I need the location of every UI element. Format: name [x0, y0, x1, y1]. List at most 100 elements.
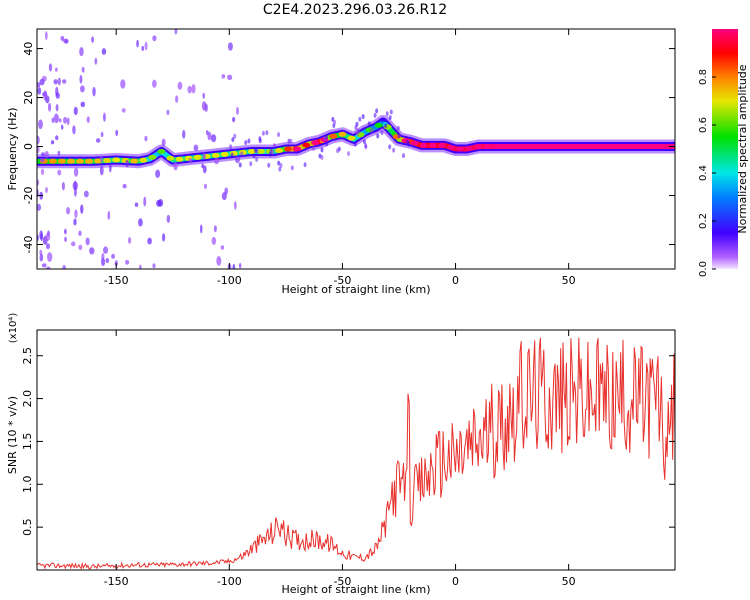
noise-speck — [45, 232, 51, 241]
noise-speck — [267, 162, 271, 168]
noise-speck — [155, 169, 161, 178]
colorbar-tick-label: 0.6 — [698, 117, 709, 133]
noise-speck — [221, 192, 227, 201]
noise-speck — [354, 124, 358, 130]
noise-speck — [100, 131, 104, 138]
ridge-blob — [329, 133, 338, 139]
noise-speck — [71, 241, 76, 247]
ridge-blob — [85, 158, 94, 164]
spectrogram-x-label: Height of straight line (km) — [281, 283, 430, 296]
noise-speck — [277, 132, 281, 138]
ridge-blob — [302, 142, 311, 148]
noise-speck — [99, 165, 104, 176]
noise-speck — [249, 161, 253, 167]
noise-speck — [290, 165, 294, 171]
noise-speck — [229, 144, 233, 150]
ridge-blob — [437, 142, 446, 148]
noise-speck — [60, 124, 64, 130]
ridge-blob — [591, 144, 600, 150]
snr-x-ticks: -150 -100 -50 0 50 — [104, 330, 576, 588]
noise-speck — [66, 117, 70, 126]
noise-speck — [161, 138, 166, 147]
noise-speck — [323, 136, 327, 142]
noise-speck — [79, 74, 83, 84]
x-tick-label: -150 — [104, 575, 129, 588]
noise-speck — [38, 119, 43, 130]
noise-speck — [355, 130, 359, 136]
ridge-blob — [284, 146, 293, 152]
noise-speck — [78, 230, 82, 237]
noise-speck — [37, 179, 40, 186]
noise-speck — [55, 92, 60, 99]
ridge-blob — [600, 144, 609, 150]
ridge-blob — [66, 158, 75, 164]
ridge-blob — [374, 122, 383, 128]
noise-speck — [402, 153, 406, 159]
noise-speck — [45, 187, 48, 194]
noise-speck — [72, 181, 78, 191]
ridge-blob — [428, 142, 437, 148]
ridge-blob — [211, 152, 220, 158]
noise-speck — [91, 36, 95, 43]
noise-speck — [62, 264, 67, 269]
noise-speck — [397, 133, 401, 139]
noise-speck — [182, 129, 186, 139]
noise-speck — [147, 237, 152, 245]
spectrogram-marks — [37, 29, 675, 269]
snr-series-line — [37, 337, 675, 570]
noise-speck — [347, 151, 351, 157]
noise-speck — [63, 38, 68, 44]
noise-speck — [191, 84, 196, 94]
ridge-blob — [582, 144, 591, 150]
ridge-blob — [492, 144, 501, 150]
ridge-blob — [410, 140, 419, 146]
noise-speck — [37, 135, 40, 145]
noise-speck — [201, 163, 204, 169]
snr-panel: -150 -100 -50 0 50 0.5 1.0 1.5 2.0 2.5 Height of… — [6, 313, 676, 596]
ridge-blob — [166, 155, 175, 161]
ridge-blob — [193, 154, 202, 160]
noise-speck — [73, 167, 79, 177]
noise-speck — [152, 35, 157, 42]
noise-speck — [384, 123, 388, 129]
noise-speck — [53, 79, 58, 85]
noise-speck — [105, 258, 110, 264]
ridge-blob — [112, 157, 121, 163]
noise-speck — [166, 109, 170, 115]
noise-speck — [92, 86, 96, 97]
noise-speck — [103, 112, 106, 122]
colorbar-tick-label: 0.8 — [698, 69, 709, 85]
noise-speck — [373, 112, 377, 118]
noise-speck — [53, 113, 59, 124]
noise-speck — [161, 233, 166, 242]
noise-speck — [101, 257, 106, 267]
y-tick-label: -20 — [22, 187, 35, 205]
noise-speck — [55, 135, 59, 141]
y-tick-label: 20 — [22, 91, 35, 105]
colorbar-tick-label: 0.2 — [698, 213, 709, 229]
noise-speck — [46, 266, 51, 269]
noise-speck — [57, 77, 61, 86]
noise-speck — [203, 183, 208, 190]
noise-speck — [287, 138, 291, 144]
noise-speck — [121, 108, 126, 113]
colorbar: 0.0 0.2 0.4 0.6 0.8 Normalized spectral ampl… — [698, 29, 749, 277]
noise-speck — [253, 148, 257, 154]
noise-speck — [188, 158, 193, 164]
noise-speck — [136, 39, 139, 48]
x-tick-label: -100 — [217, 274, 242, 287]
noise-speck — [37, 87, 42, 95]
ridge-blob — [139, 157, 148, 163]
noise-speck — [111, 253, 115, 259]
noise-speck — [388, 144, 392, 150]
noise-speck — [39, 249, 43, 256]
ridge-blob — [483, 144, 492, 150]
x-tick-label: 0 — [452, 274, 459, 287]
noise-speck — [238, 262, 242, 269]
noise-speck — [86, 116, 90, 123]
noise-speck — [74, 209, 78, 219]
noise-speck — [45, 31, 48, 41]
noise-speck — [120, 79, 126, 89]
noise-speck — [134, 202, 139, 207]
ridge-blob — [293, 146, 302, 152]
